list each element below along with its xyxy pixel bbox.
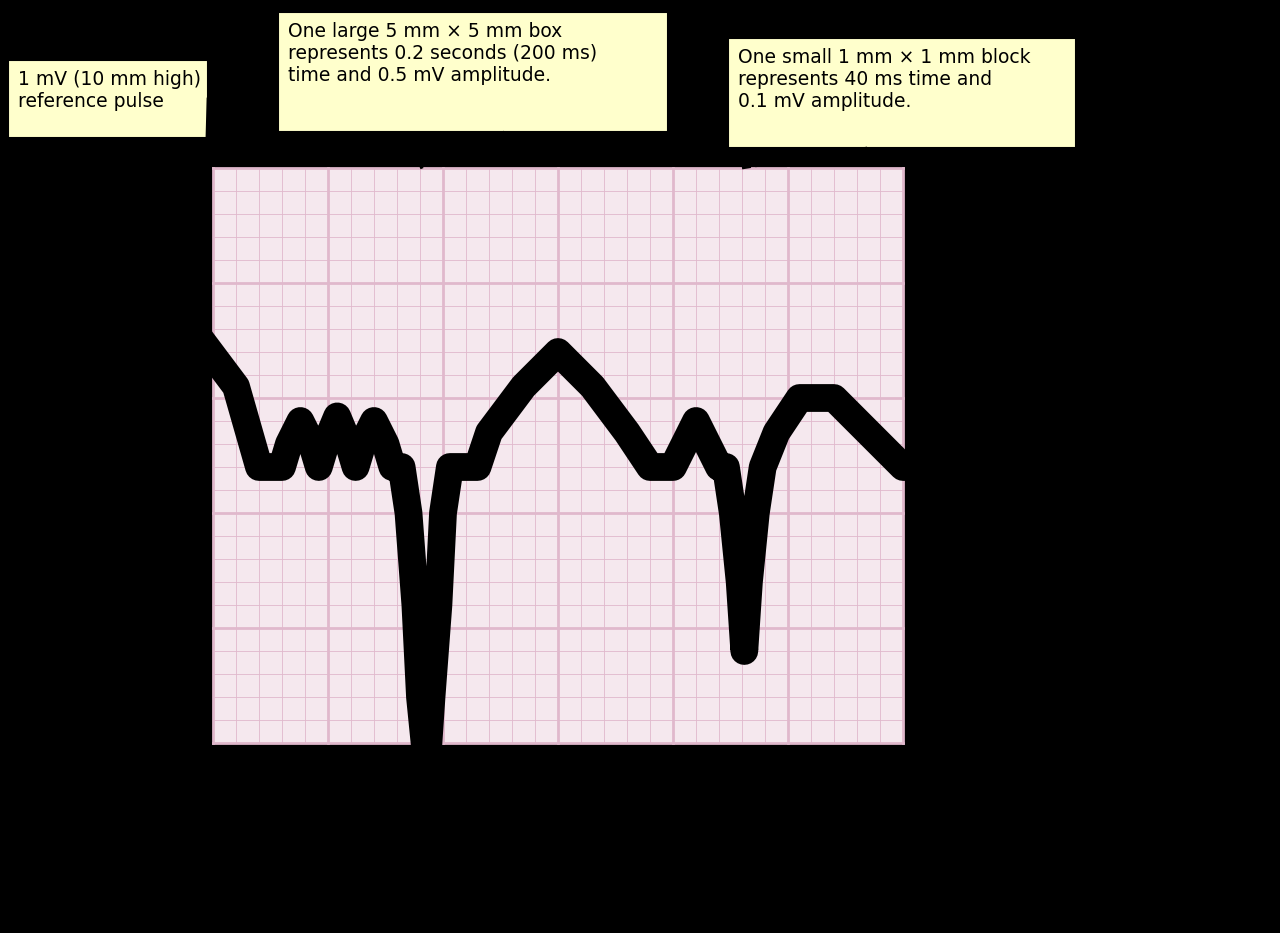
Text: One small 1 mm × 1 mm block
represents 40 ms time and
0.1 mV amplitude.: One small 1 mm × 1 mm block represents 4… xyxy=(739,48,1030,111)
Text: One large 5 mm × 5 mm box
represents 0.2 seconds (200 ms)
time and 0.5 mV amplit: One large 5 mm × 5 mm box represents 0.2… xyxy=(288,22,598,85)
Bar xyxy=(212,168,902,743)
Text: 1 mV (10 mm high)
reference pulse: 1 mV (10 mm high) reference pulse xyxy=(18,70,201,111)
FancyBboxPatch shape xyxy=(278,12,668,132)
FancyBboxPatch shape xyxy=(728,38,1076,148)
FancyBboxPatch shape xyxy=(8,60,207,138)
